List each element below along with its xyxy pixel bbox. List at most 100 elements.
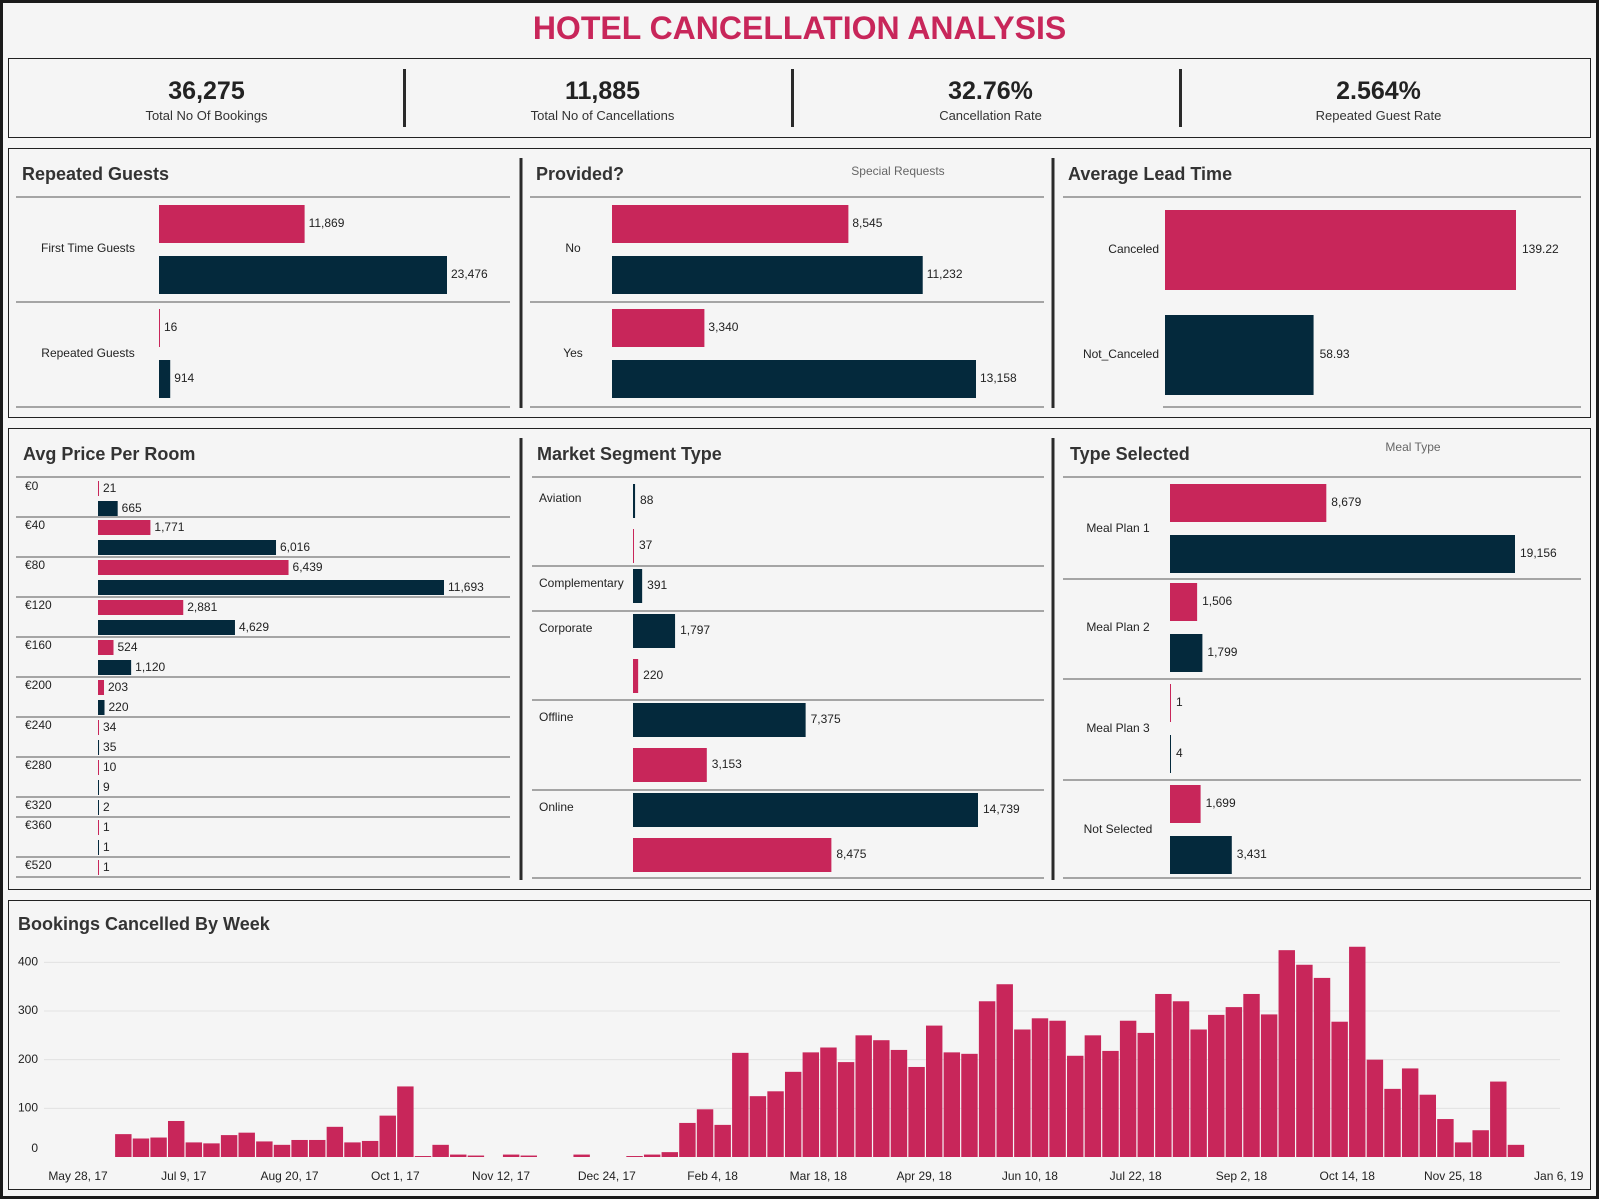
bar <box>150 1137 167 1157</box>
bar <box>837 1062 855 1157</box>
bar <box>1225 1007 1243 1157</box>
bar <box>98 640 114 655</box>
data-label: 8,475 <box>836 847 866 861</box>
kpi-cancellation-rate: 32.76% Cancellation Rate <box>793 59 1188 137</box>
chart-title: Average Lead Time <box>1068 164 1232 184</box>
bar <box>1296 964 1313 1157</box>
category-label: €320 <box>25 798 52 812</box>
bar <box>714 1124 731 1157</box>
data-label: 1,799 <box>1207 645 1237 659</box>
bar <box>1331 1021 1348 1157</box>
bar <box>98 481 99 496</box>
chart-title: Market Segment Type <box>537 444 722 464</box>
bar <box>98 840 99 855</box>
data-label: 88 <box>640 493 654 507</box>
chart-title: Provided? <box>536 164 624 184</box>
bar <box>732 1052 749 1157</box>
bar <box>1031 1018 1049 1157</box>
x-tick-label: Apr 29, 18 <box>896 1169 952 1183</box>
bar <box>98 620 235 635</box>
bar <box>1437 1119 1454 1157</box>
data-label: 19,156 <box>1520 546 1557 560</box>
kpi-label: Cancellation Rate <box>939 108 1042 123</box>
category-label: Offline <box>539 710 574 724</box>
bar <box>1490 1081 1507 1157</box>
bar <box>1170 535 1515 573</box>
bar <box>467 1155 485 1157</box>
bar <box>98 860 99 875</box>
bar <box>326 1126 344 1157</box>
category-label: €40 <box>25 518 45 532</box>
data-label: 2 <box>103 800 110 814</box>
bar <box>98 501 118 516</box>
data-label: 3,153 <box>712 757 742 771</box>
bar <box>115 1134 132 1157</box>
x-tick-label: Jun 10, 18 <box>1002 1169 1058 1183</box>
bar <box>1190 1029 1207 1157</box>
category-label: Aviation <box>539 491 581 505</box>
bar <box>98 600 184 615</box>
bar <box>855 1035 872 1157</box>
data-label: 7,375 <box>811 712 841 726</box>
bar <box>414 1156 432 1157</box>
bar <box>98 540 277 555</box>
bar <box>612 256 923 294</box>
bar <box>633 703 806 737</box>
category-label: €120 <box>25 598 52 612</box>
bar <box>450 1154 467 1157</box>
bar <box>167 1120 185 1157</box>
bar <box>98 760 99 775</box>
bar <box>1170 484 1327 522</box>
bar <box>1454 1142 1472 1157</box>
category-label: Complementary <box>539 576 624 590</box>
data-label: 1 <box>1176 695 1183 709</box>
x-tick-label: Aug 20, 17 <box>261 1169 319 1183</box>
category-label: €160 <box>25 638 52 652</box>
kpi-divider <box>1179 69 1182 127</box>
bar <box>1137 1032 1154 1157</box>
bar <box>397 1086 414 1157</box>
data-label: 14,739 <box>983 802 1020 816</box>
data-label: 8,545 <box>852 216 882 230</box>
category-label: €200 <box>25 678 52 692</box>
bar <box>1165 315 1314 395</box>
category-label: €0 <box>25 479 39 493</box>
bar <box>996 984 1013 1157</box>
category-label: Meal Plan 3 <box>1086 721 1150 735</box>
bar <box>132 1138 150 1157</box>
data-label: 3,340 <box>708 320 738 334</box>
kpi-label: Total No of Cancellations <box>530 108 675 123</box>
data-label: 1,506 <box>1202 594 1232 608</box>
bar <box>1165 210 1516 290</box>
bar <box>696 1109 714 1157</box>
bar <box>309 1139 326 1157</box>
kpi-panel: 36,275 Total No Of Bookings 11,885 Total… <box>8 58 1591 138</box>
bar <box>612 205 849 243</box>
bar <box>633 484 636 518</box>
data-label: 1 <box>103 860 110 874</box>
bar <box>626 1156 643 1157</box>
category-label: €80 <box>25 558 45 572</box>
chart-title: Bookings Cancelled By Week <box>18 914 271 934</box>
bar <box>1278 950 1295 1157</box>
bar <box>820 1047 837 1157</box>
bar <box>1172 1001 1190 1157</box>
category-label: Repeated Guests <box>41 346 134 360</box>
bar <box>1243 993 1260 1157</box>
bar <box>908 1066 925 1157</box>
bar <box>203 1143 220 1157</box>
kpi-label: Total No Of Bookings <box>145 108 268 123</box>
bar <box>273 1144 291 1157</box>
bar <box>1384 1088 1401 1157</box>
bar <box>612 309 705 347</box>
x-tick-label: Mar 18, 18 <box>790 1169 848 1183</box>
bar <box>98 700 105 715</box>
data-label: 3,431 <box>1237 847 1267 861</box>
y-tick-label: 0 <box>31 1141 38 1155</box>
data-label: 1,120 <box>135 660 165 674</box>
data-label: 9 <box>103 780 110 794</box>
category-label: Meal Plan 1 <box>1086 521 1150 535</box>
bar <box>502 1154 520 1157</box>
bar <box>98 720 100 735</box>
